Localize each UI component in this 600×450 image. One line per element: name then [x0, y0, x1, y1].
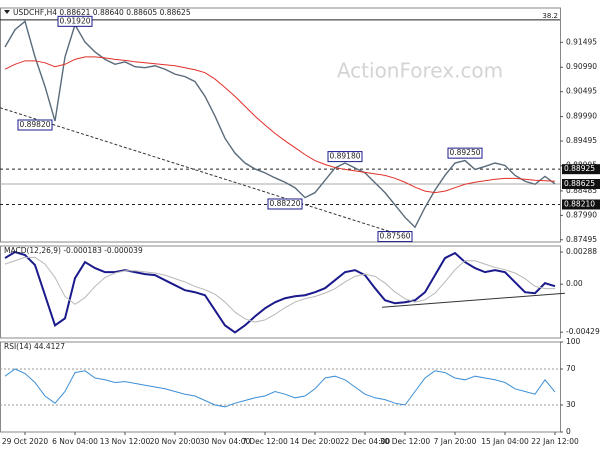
x-tick-label: 7 Dec 12:00: [242, 437, 288, 446]
annotation-box: [377, 231, 413, 243]
level-label: 38.2: [542, 12, 558, 20]
menu-icon: [4, 10, 10, 14]
annotation-label: 0.88220: [269, 199, 300, 208]
level-label: 0.88625: [564, 179, 595, 188]
x-tick-label: 7 Jan 20:00: [434, 437, 477, 446]
x-tick-label: 22 Jan 12:00: [531, 437, 579, 446]
y-tick-label: 0.90495: [566, 87, 597, 96]
level-label: 0.88210: [564, 199, 595, 208]
y-tick-label: 0.87990: [566, 210, 597, 219]
y-tick-label: 0.00: [566, 279, 583, 288]
annotation-box: [267, 198, 303, 210]
trendline: [0, 107, 391, 233]
panel-title: USDCHF,H4 0.88621 0.88640 0.88605 0.8862…: [13, 8, 191, 17]
y-tick-label: 30: [566, 400, 576, 409]
y-tick-label: 70: [566, 364, 576, 373]
y-tick-label: 0.89495: [566, 136, 597, 145]
x-tick-label: 6 Nov 04:00: [52, 437, 98, 446]
y-tick-label: 0.88485: [566, 186, 597, 195]
x-tick-label: 22 Dec 04:00: [340, 437, 391, 446]
panel-title: RSI(14) 44.4127: [4, 342, 65, 351]
series-line: [4, 256, 555, 323]
trendline: [381, 292, 566, 308]
annotation-label: 0.87560: [379, 232, 410, 241]
x-tick-label: 30 Dec 12:00: [380, 437, 431, 446]
panel-frame: [0, 341, 561, 433]
x-tick-label: 20 Nov 20:00: [150, 437, 201, 446]
watermark: ActionForex.com: [337, 59, 503, 83]
annotation-box: [447, 147, 483, 159]
y-tick-label: 0: [566, 427, 571, 436]
y-tick-label: 0.90990: [566, 62, 597, 71]
level-label-box: [562, 199, 600, 210]
x-tick-label: 29 Oct 2020: [2, 437, 49, 446]
annotation-box: [327, 151, 363, 163]
panel-frame: [0, 245, 561, 339]
x-tick-label: 13 Nov 12:00: [100, 437, 151, 446]
annotation-box: [57, 15, 93, 27]
y-tick-label: 0.91495: [566, 37, 597, 46]
y-tick-label: -0.004298: [566, 327, 600, 336]
y-tick-label: 0.00288: [566, 247, 597, 256]
panel-title: MACD(12,26,9) -0.000183 -0.000039: [4, 246, 143, 255]
y-tick-label: 100: [566, 337, 581, 346]
annotation-label: 0.89250: [449, 148, 480, 157]
annotation-box: [17, 119, 53, 131]
series-line: [4, 20, 556, 229]
series-line: [4, 368, 556, 408]
annotation-label: 0.89820: [19, 120, 50, 129]
level-label-box: [562, 164, 600, 175]
y-tick-label: 0.87495: [566, 235, 597, 244]
annotation-label: 0.89180: [329, 152, 360, 161]
level-label-box: [562, 178, 600, 189]
level-label: 0.88925: [564, 164, 595, 173]
panel-frame: [0, 7, 561, 243]
series-line: [4, 56, 556, 194]
series-line: [4, 250, 556, 334]
x-tick-label: 14 Dec 20:00: [290, 437, 341, 446]
annotation-label: 0.91920: [59, 16, 90, 25]
x-tick-label: 30 Nov 04:00: [200, 437, 251, 446]
x-tick-label: 15 Jan 04:00: [481, 437, 529, 446]
y-tick-label: 0.89990: [566, 112, 597, 121]
